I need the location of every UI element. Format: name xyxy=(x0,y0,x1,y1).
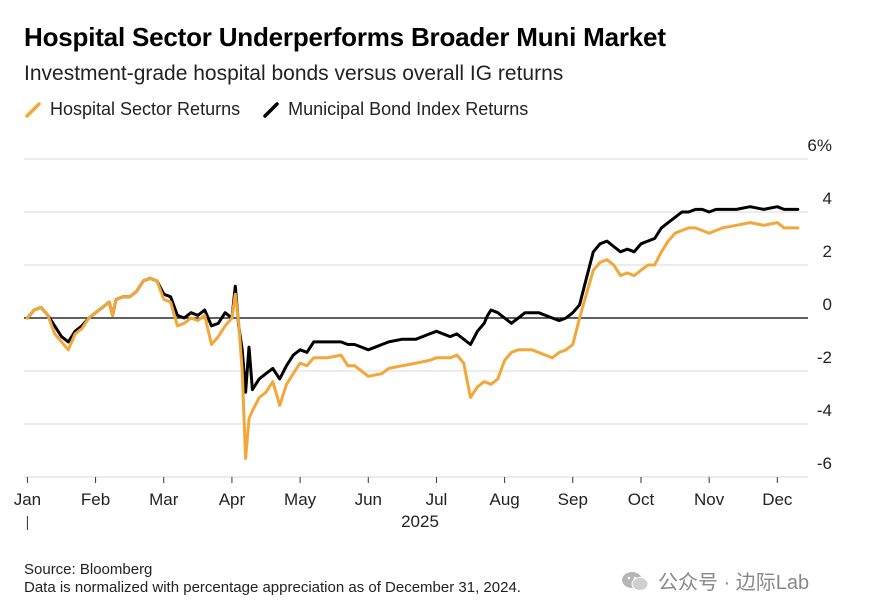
x-tick-label: Jul xyxy=(426,490,448,509)
x-tick-label: Sep xyxy=(558,490,588,509)
x-tick-label: Jun xyxy=(355,490,382,509)
legend-swatch-hospital xyxy=(25,101,41,118)
wechat-logo-icon xyxy=(622,571,649,591)
x-tick-label: Dec xyxy=(762,490,793,509)
watermark-text: 公众号 · 边际Lab xyxy=(658,572,810,594)
y-tick-label: -6 xyxy=(817,454,832,473)
y-tick-label: 6% xyxy=(807,136,832,155)
chart-title: Hospital Sector Underperforms Broader Mu… xyxy=(24,22,666,52)
series-line-hospital-sector xyxy=(25,221,800,460)
x-tick-label: Feb xyxy=(81,490,110,509)
y-tick-label: 4 xyxy=(823,189,832,208)
source-note: Source: Bloomberg xyxy=(24,561,153,578)
x-tick-label: Apr xyxy=(219,490,246,509)
y-tick-label: -2 xyxy=(817,348,832,367)
legend-label-muni: Municipal Bond Index Returns xyxy=(288,99,529,119)
chart-footer: Source: Bloomberg Data is normalized wit… xyxy=(24,561,521,597)
chart-subtitle: Investment-grade hospital bonds versus o… xyxy=(24,62,564,85)
legend: Hospital Sector Returns Municipal Bond I… xyxy=(24,99,550,120)
normalization-note: Data is normalized with percentage appre… xyxy=(24,579,521,596)
y-tick-label: 2 xyxy=(823,242,832,261)
x-tick-label: Oct xyxy=(628,490,655,509)
x-tick-label: Jan xyxy=(14,490,41,509)
y-tick-label: 0 xyxy=(823,295,832,314)
x-tick-label: Mar xyxy=(149,490,179,509)
legend-item-hospital: Hospital Sector Returns xyxy=(24,99,240,120)
legend-label-hospital: Hospital Sector Returns xyxy=(50,99,241,119)
watermark: 公众号 · 边际Lab xyxy=(620,566,809,595)
x-tick-label: Nov xyxy=(694,490,725,509)
x-tick-label: Aug xyxy=(490,490,520,509)
year-label: 2025 xyxy=(401,512,439,531)
legend-item-muni: Municipal Bond Index Returns xyxy=(262,99,528,120)
legend-swatch-muni xyxy=(263,101,279,118)
y-tick-label: -4 xyxy=(817,401,832,420)
x-tick-label: May xyxy=(284,490,317,509)
